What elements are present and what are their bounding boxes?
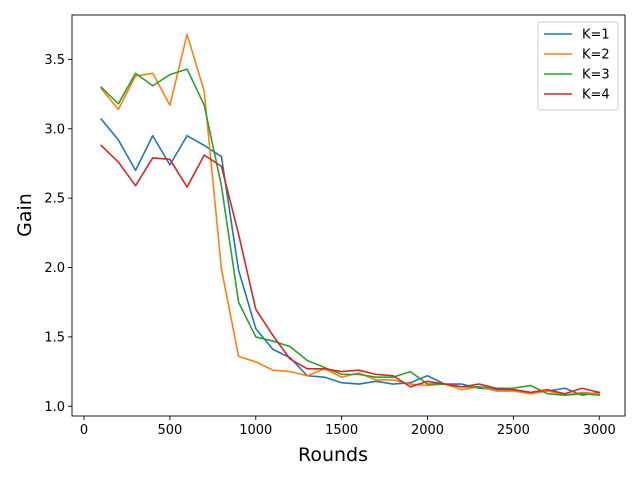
y-tick-label: 2.5 (44, 192, 65, 207)
series-line-2 (100, 33, 601, 396)
plot-area: 0 500 1000 1500 2000 2500 3000 1.0 1.5 2.0 2.5 3.0 3… (44, 14, 626, 438)
series-line-1 (100, 117, 601, 396)
x-tick-label: 0 (80, 423, 88, 438)
y-axis-title: Gain (14, 193, 36, 237)
legend-label-3: K=3 (582, 68, 610, 83)
y-axis-label: Gain (14, 193, 36, 237)
y-tick-label: 1.0 (44, 400, 65, 415)
series-line-3 (100, 68, 601, 397)
x-tick-label: 3000 (583, 423, 616, 438)
y-tick-label: 3.0 (44, 122, 65, 137)
legend (537, 21, 619, 111)
x-tick-label: 2500 (497, 423, 530, 438)
legend-label-4: K=4 (582, 88, 610, 103)
y-tick-label: 1.5 (44, 330, 65, 345)
x-axis-title: Rounds (298, 444, 368, 466)
x-tick-label: 500 (157, 423, 182, 438)
axes-frame (71, 14, 626, 417)
legend-label-1: K=1 (582, 28, 610, 43)
x-axis-label: Rounds (298, 444, 368, 466)
y-tick-label: 2.0 (44, 261, 65, 276)
y-tick-label: 3.5 (44, 53, 65, 68)
x-tick-label: 2000 (411, 423, 444, 438)
x-tick-label: 1000 (239, 423, 272, 438)
legend-label-2: K=2 (582, 48, 610, 63)
series-line-4 (100, 144, 601, 395)
x-tick-label: 1500 (325, 423, 358, 438)
